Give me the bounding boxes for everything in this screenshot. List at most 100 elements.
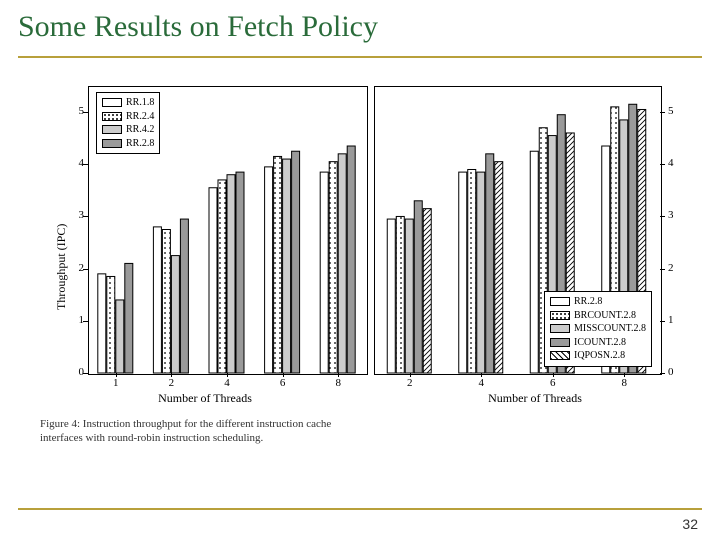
xtick (553, 373, 554, 377)
charts-container: 012345Throughput (IPC)12468Number of Thr… (40, 80, 700, 415)
xtick-label: 1 (106, 377, 126, 389)
ytick-label: 0 (70, 366, 84, 378)
x-axis-label: Number of Threads (40, 391, 370, 406)
bar (171, 256, 179, 373)
bar (236, 172, 244, 373)
bar (405, 219, 413, 373)
xtick (171, 373, 172, 377)
bar (387, 219, 395, 373)
xtick-label: 8 (328, 377, 348, 389)
legend-label: RR.2.8 (126, 137, 154, 151)
legend: RR.1.8RR.2.4RR.4.2RR.2.8 (96, 92, 160, 154)
legend-swatch (550, 338, 570, 347)
ytick (660, 216, 665, 217)
slide-title: Some Results on Fetch Policy (18, 10, 378, 44)
ytick-label: 4 (668, 157, 682, 169)
legend-label: ICOUNT.2.8 (574, 336, 626, 350)
bar (423, 209, 431, 373)
ytick-label: 3 (668, 209, 682, 221)
xtick (338, 373, 339, 377)
bar (347, 146, 355, 373)
xtick-label: 4 (217, 377, 237, 389)
bar (320, 172, 328, 373)
legend-item: BRCOUNT.2.8 (550, 309, 646, 323)
xtick-label: 2 (400, 377, 420, 389)
legend-swatch (102, 112, 122, 121)
ytick-label: 4 (70, 157, 84, 169)
page-number: 32 (682, 516, 698, 532)
legend-swatch (550, 297, 570, 306)
legend-swatch (102, 125, 122, 134)
bar (459, 172, 467, 373)
ytick (660, 269, 665, 270)
legend-label: IQPOSN.2.8 (574, 349, 625, 363)
bar (530, 151, 538, 373)
legend-label: MISSCOUNT.2.8 (574, 322, 646, 336)
bar (329, 162, 337, 373)
legend-swatch (550, 311, 570, 320)
ytick (660, 373, 665, 374)
ytick (660, 321, 665, 322)
bar (227, 175, 235, 373)
bar (396, 216, 404, 373)
legend-item: RR.2.4 (102, 110, 154, 124)
xtick-label: 6 (543, 377, 563, 389)
bar (218, 180, 226, 373)
title-underline (18, 56, 702, 58)
legend-item: MISSCOUNT.2.8 (550, 322, 646, 336)
bar (265, 167, 273, 373)
xtick-label: 2 (161, 377, 181, 389)
bar (116, 300, 124, 373)
bar (274, 156, 282, 373)
legend-label: BRCOUNT.2.8 (574, 309, 636, 323)
ytick-label: 0 (668, 366, 682, 378)
bar (125, 263, 133, 373)
legend-item: RR.2.8 (550, 295, 646, 309)
bar (486, 154, 494, 373)
legend-item: RR.4.2 (102, 123, 154, 137)
bar (283, 159, 291, 373)
chart-left: 012345Throughput (IPC)12468Number of Thr… (40, 80, 370, 415)
xtick-label: 8 (614, 377, 634, 389)
legend-label: RR.4.2 (126, 123, 154, 137)
legend-swatch (102, 139, 122, 148)
legend-item: IQPOSN.2.8 (550, 349, 646, 363)
xtick (227, 373, 228, 377)
ytick-label: 2 (668, 262, 682, 274)
bar (98, 274, 106, 373)
ytick-label: 1 (70, 314, 84, 326)
bar (209, 188, 217, 373)
bar (162, 230, 170, 374)
figure-caption: Figure 4: Instruction throughput for the… (40, 418, 360, 446)
ytick (660, 164, 665, 165)
bar (468, 169, 476, 373)
xtick-label: 6 (273, 377, 293, 389)
ytick-label: 1 (668, 314, 682, 326)
x-axis-label: Number of Threads (370, 391, 700, 406)
bar (153, 227, 161, 373)
ytick (660, 112, 665, 113)
xtick-label: 4 (471, 377, 491, 389)
legend-label: RR.1.8 (126, 96, 154, 110)
bar (495, 162, 503, 373)
xtick (116, 373, 117, 377)
xtick (283, 373, 284, 377)
bar (338, 154, 346, 373)
ytick-label: 5 (668, 105, 682, 117)
xtick (481, 373, 482, 377)
legend-label: RR.2.4 (126, 110, 154, 124)
y-axis-label: Throughput (IPC) (54, 224, 69, 310)
legend-swatch (550, 351, 570, 360)
legend-swatch (550, 324, 570, 333)
legend: RR.2.8BRCOUNT.2.8MISSCOUNT.2.8ICOUNT.2.8… (544, 291, 652, 367)
ytick-label: 2 (70, 262, 84, 274)
bar (477, 172, 485, 373)
bar (180, 219, 188, 373)
ytick-label: 3 (70, 209, 84, 221)
legend-label: RR.2.8 (574, 295, 602, 309)
bar (107, 276, 115, 373)
legend-item: RR.1.8 (102, 96, 154, 110)
bar (414, 201, 422, 373)
footer-underline (18, 508, 702, 510)
legend-swatch (102, 98, 122, 107)
